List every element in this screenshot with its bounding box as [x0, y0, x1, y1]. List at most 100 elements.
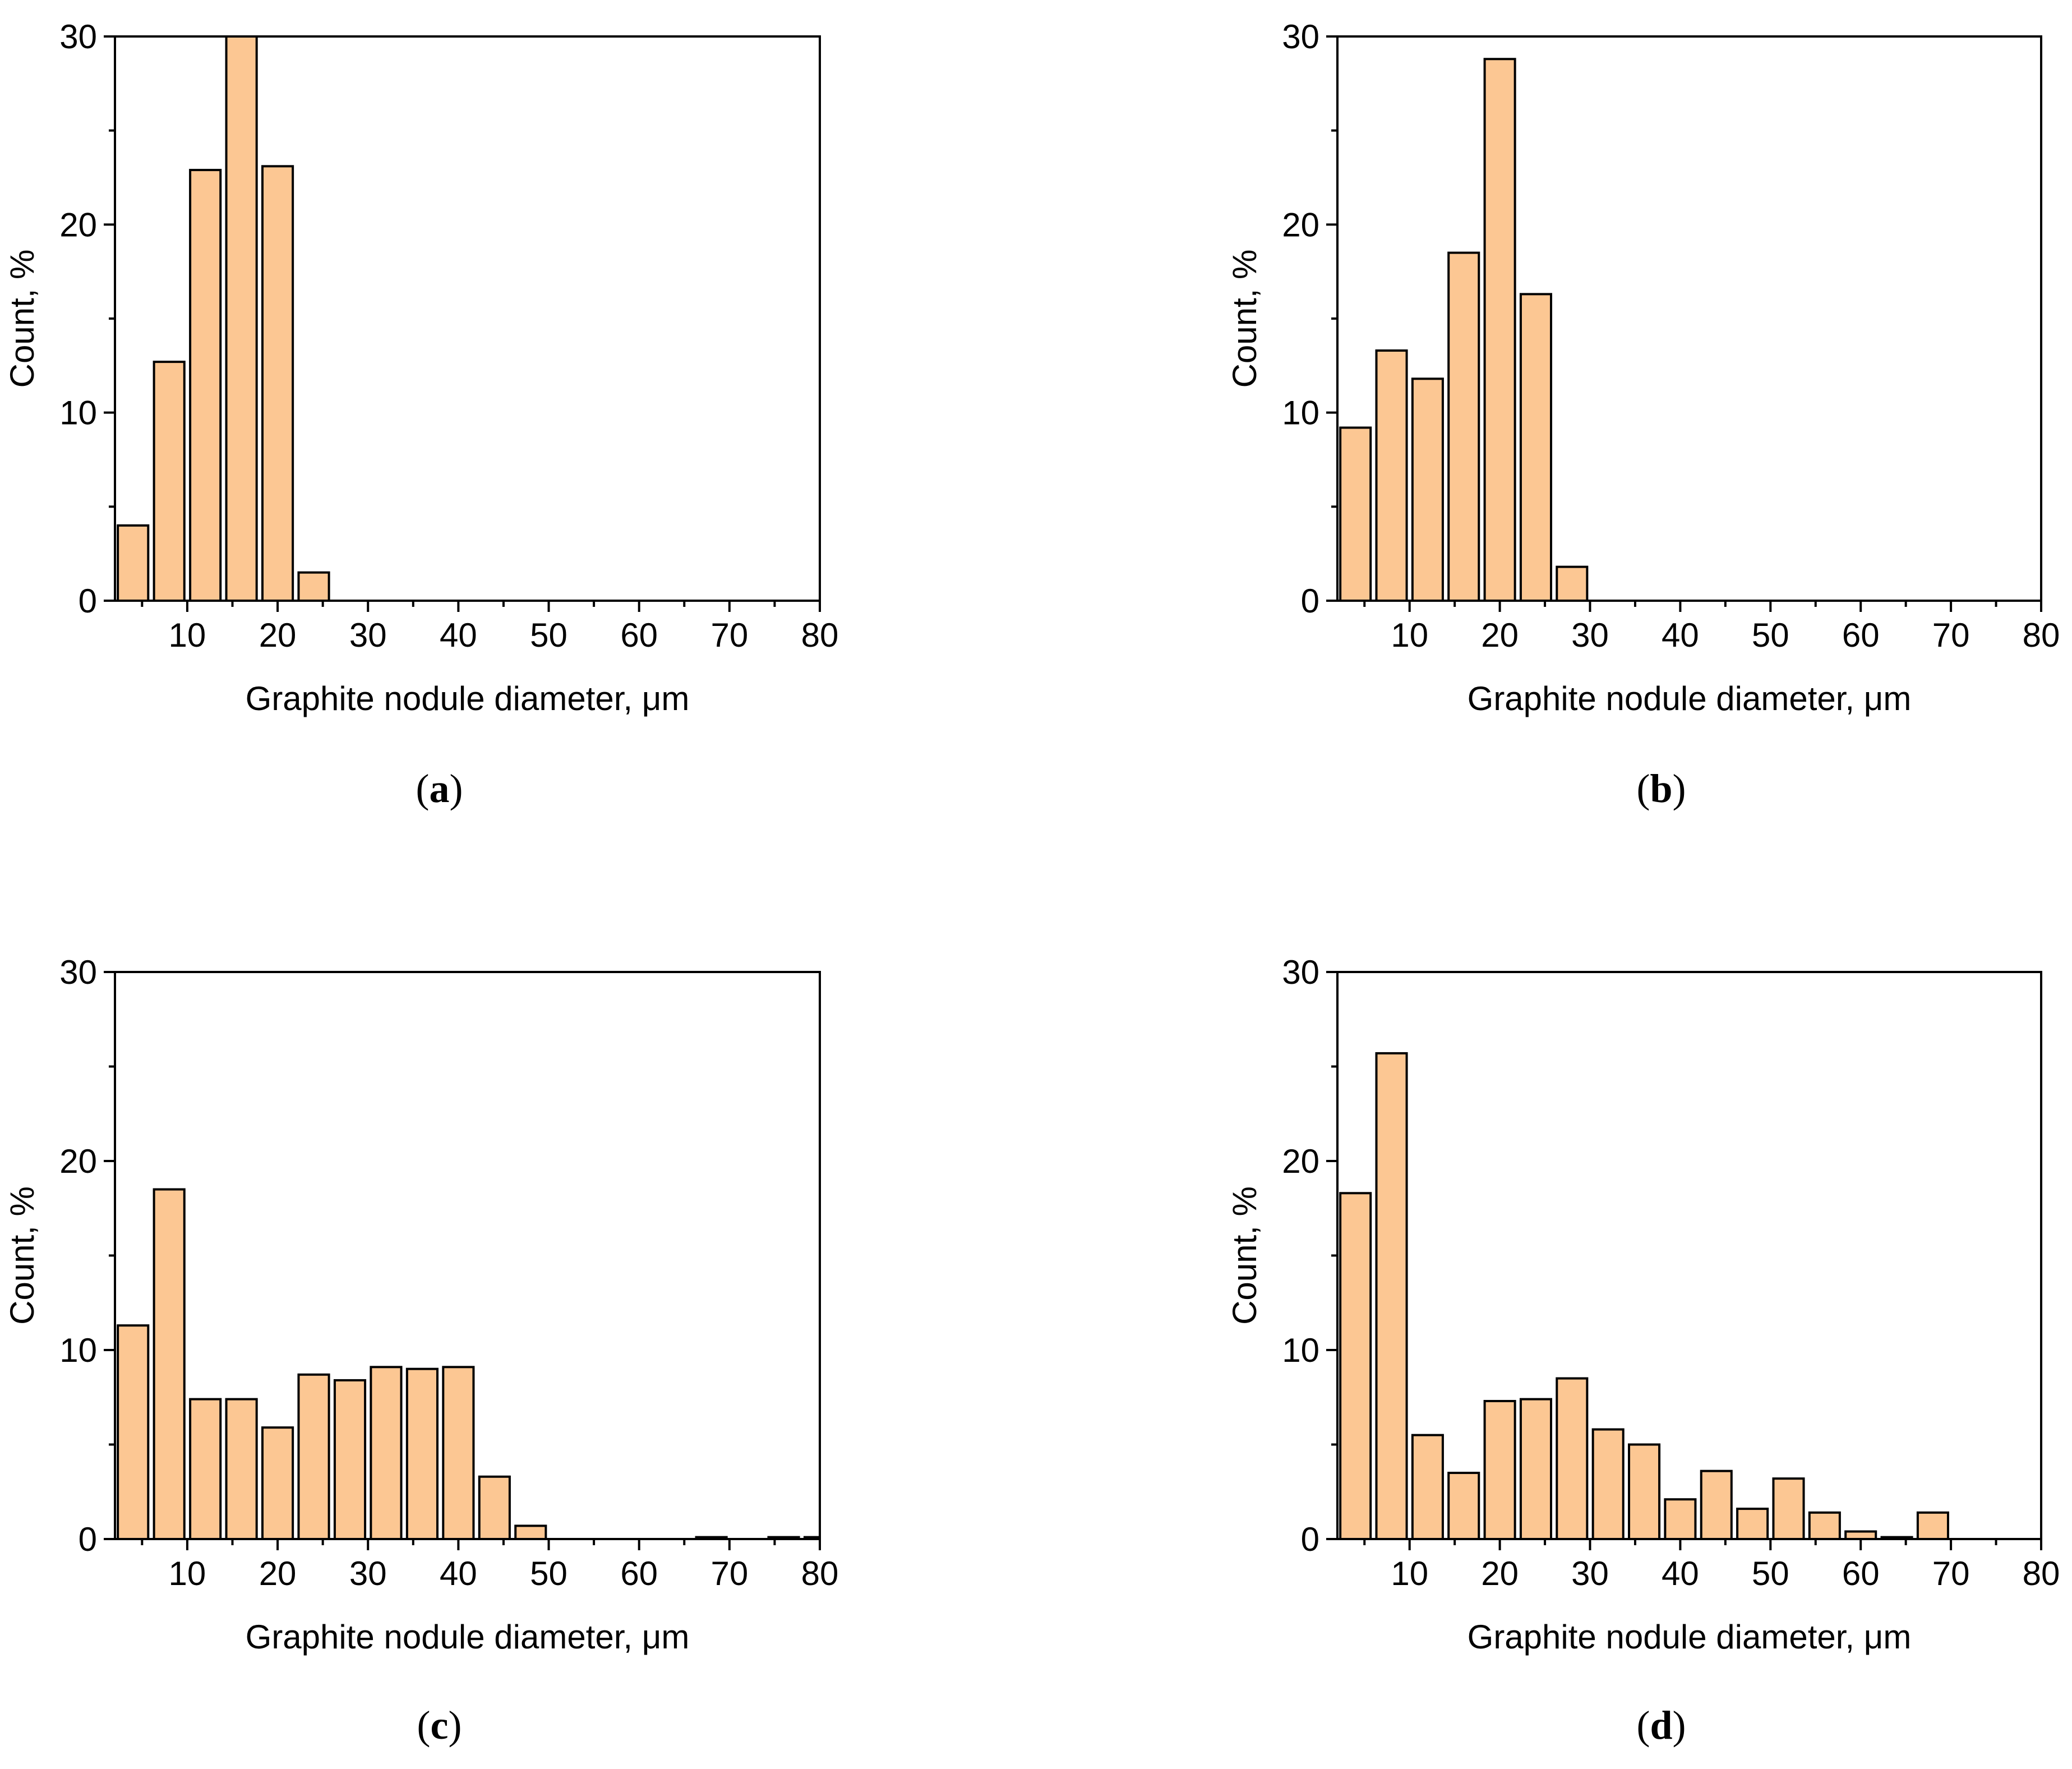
bar: [1483, 58, 1516, 601]
x-tick-label: 50: [530, 1555, 567, 1592]
x-axis-title: Graphite nodule diameter, μm: [1468, 1618, 1912, 1656]
x-tick-label: 40: [1662, 616, 1699, 654]
bar: [1519, 293, 1553, 601]
x-tick-label: 10: [169, 616, 206, 654]
bar: [189, 1398, 222, 1539]
x-tick-label: 60: [1842, 1555, 1880, 1592]
panel-label: (c): [417, 1703, 462, 1748]
y-tick-label: 10: [1282, 1332, 1319, 1369]
bar: [1519, 1398, 1553, 1539]
x-tick-label: 30: [1571, 1555, 1609, 1592]
y-tick-label: 0: [79, 582, 97, 620]
bar: [261, 165, 294, 601]
x-tick-label: 70: [1932, 616, 1970, 654]
x-tick-label: 30: [1571, 616, 1609, 654]
y-axis-title: Count, %: [1226, 250, 1263, 388]
bar: [1447, 1472, 1480, 1539]
bar: [1375, 1052, 1408, 1539]
bar: [1628, 1443, 1661, 1539]
x-tick-label: 30: [349, 1555, 387, 1592]
panel-label: (d): [1636, 1703, 1686, 1748]
bar: [297, 571, 330, 601]
bar: [1447, 251, 1480, 601]
x-tick-label: 40: [440, 1555, 477, 1592]
panel-label: (b): [1636, 766, 1686, 811]
bars: [1339, 58, 1589, 601]
bar: [1772, 1477, 1805, 1539]
x-tick-label: 20: [259, 1555, 297, 1592]
x-tick-label: 50: [1752, 616, 1789, 654]
panel-d: 10 20 30 40 50 60 70 80 0 10 20 30 Graphite nodule d…: [1226, 953, 2060, 1748]
bar: [153, 1188, 186, 1539]
bars: [117, 1188, 820, 1539]
x-tick-label: 10: [1391, 616, 1428, 654]
bar: [1556, 1377, 1589, 1539]
x-tick-label: 30: [349, 616, 387, 654]
bar: [261, 1426, 294, 1539]
bar: [405, 1367, 439, 1539]
y-tick-label: 30: [59, 953, 97, 991]
bar: [117, 524, 150, 601]
x-axis-title: Graphite nodule diameter, μm: [246, 1618, 690, 1656]
bar: [1664, 1498, 1697, 1539]
bar: [333, 1379, 367, 1539]
panel-label: (a): [416, 766, 463, 811]
x-tick-label: 20: [1481, 1555, 1519, 1592]
x-axis-title: Graphite nodule diameter, μm: [246, 680, 690, 717]
bar: [1808, 1511, 1841, 1539]
x-tick-label: 70: [710, 616, 748, 654]
x-tick-label: 80: [801, 616, 839, 654]
y-tick-label: 0: [1301, 582, 1319, 620]
bar: [1411, 377, 1444, 601]
x-axis-title: Graphite nodule diameter, μm: [1468, 680, 1912, 717]
x-tick-label: 60: [620, 616, 658, 654]
bar: [514, 1524, 547, 1539]
x-tick-label: 40: [440, 616, 477, 654]
y-tick-label: 10: [59, 1332, 97, 1369]
x-tick-label: 70: [710, 1555, 748, 1592]
y-tick-label: 30: [59, 18, 97, 56]
bar: [1375, 349, 1408, 601]
bar: [1591, 1428, 1625, 1539]
bar: [478, 1475, 511, 1539]
y-tick-label: 0: [79, 1521, 97, 1558]
x-tick-label: 10: [169, 1555, 206, 1592]
bar: [1736, 1508, 1769, 1539]
bar: [189, 169, 222, 601]
bar: [297, 1373, 330, 1539]
y-tick-label: 20: [59, 1143, 97, 1180]
panel-a: 10 20 30 40 50 60 70 80 0 10 20 30 Graphite nodule d…: [3, 18, 838, 811]
bar: [225, 1398, 258, 1539]
x-tick-label: 10: [1391, 1555, 1428, 1592]
bar: [370, 1366, 403, 1539]
y-axis-title: Count, %: [1226, 1186, 1263, 1325]
y-tick-label: 20: [1282, 1143, 1319, 1180]
bar: [1339, 1192, 1372, 1539]
bar: [1411, 1434, 1444, 1539]
x-tick-label: 20: [259, 616, 297, 654]
x-tick-label: 20: [1481, 616, 1519, 654]
y-tick-label: 30: [1282, 953, 1319, 991]
panel-c: 10 20 30 40 50 60 70 80 0 10 20 30 Graphite nodule d…: [3, 953, 838, 1748]
panel-b: 10 20 30 40 50 60 70 80 0 10 20 30 Graphite nodule d…: [1226, 18, 2060, 811]
bars: [1339, 1052, 1949, 1539]
x-tick-label: 50: [530, 616, 567, 654]
bar: [1700, 1469, 1733, 1539]
x-tick-label: 40: [1662, 1555, 1699, 1592]
y-tick-label: 10: [59, 394, 97, 432]
bar: [153, 361, 186, 601]
y-tick-label: 20: [1282, 206, 1319, 243]
bar: [225, 36, 258, 601]
x-tick-label: 80: [801, 1555, 839, 1592]
y-axis-title: Count, %: [3, 1186, 41, 1325]
y-tick-label: 10: [1282, 394, 1319, 432]
x-tick-label: 70: [1932, 1555, 1970, 1592]
y-tick-label: 20: [59, 206, 97, 243]
x-tick-label: 80: [2023, 1555, 2060, 1592]
bar: [117, 1324, 150, 1539]
x-tick-label: 80: [2023, 616, 2060, 654]
y-axis-title: Count, %: [3, 250, 41, 388]
bar: [1483, 1399, 1516, 1539]
x-tick-label: 60: [1842, 616, 1880, 654]
